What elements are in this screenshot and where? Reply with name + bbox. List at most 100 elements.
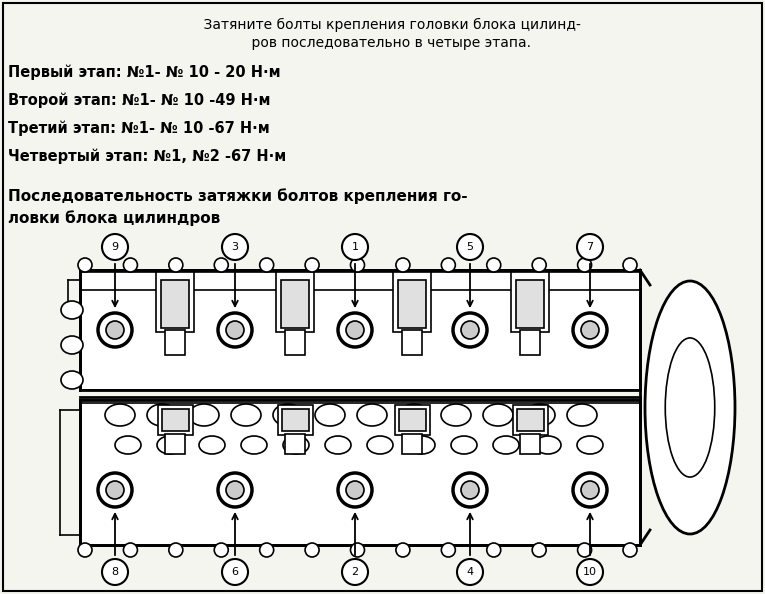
Bar <box>158 405 193 435</box>
Ellipse shape <box>147 404 177 426</box>
Circle shape <box>78 543 92 557</box>
Ellipse shape <box>357 404 387 426</box>
Circle shape <box>218 473 252 507</box>
Bar <box>278 405 313 435</box>
Circle shape <box>346 321 364 339</box>
Bar <box>276 272 314 332</box>
Circle shape <box>487 543 501 557</box>
Bar <box>511 272 549 332</box>
Bar <box>80 400 640 545</box>
Ellipse shape <box>315 404 345 426</box>
Circle shape <box>222 559 248 585</box>
Bar <box>165 434 185 454</box>
Bar <box>393 272 431 332</box>
Text: 9: 9 <box>112 242 119 252</box>
Ellipse shape <box>241 436 267 454</box>
Circle shape <box>169 543 183 557</box>
Circle shape <box>102 559 128 585</box>
Circle shape <box>457 559 483 585</box>
Bar <box>520 434 540 454</box>
Ellipse shape <box>115 436 141 454</box>
Circle shape <box>226 481 244 499</box>
Circle shape <box>123 543 138 557</box>
Circle shape <box>396 543 410 557</box>
Bar <box>162 409 189 431</box>
Text: ров последовательно в четыре этапа.: ров последовательно в четыре этапа. <box>235 36 532 50</box>
Text: 7: 7 <box>587 242 594 252</box>
Circle shape <box>578 258 591 272</box>
Text: 6: 6 <box>232 567 239 577</box>
Circle shape <box>338 313 372 347</box>
Text: Третий этап: №1- № 10 -67 Н·м: Третий этап: №1- № 10 -67 Н·м <box>8 121 270 137</box>
Circle shape <box>259 543 274 557</box>
Circle shape <box>338 473 372 507</box>
Ellipse shape <box>493 436 519 454</box>
Bar <box>520 330 540 355</box>
Ellipse shape <box>441 404 471 426</box>
Bar <box>395 405 430 435</box>
Ellipse shape <box>451 436 477 454</box>
Ellipse shape <box>666 338 715 477</box>
Circle shape <box>102 234 128 260</box>
Text: Четвертый этап: №1, №2 -67 Н·м: Четвертый этап: №1, №2 -67 Н·м <box>8 149 286 165</box>
Circle shape <box>169 258 183 272</box>
Circle shape <box>453 473 487 507</box>
Circle shape <box>573 313 607 347</box>
Ellipse shape <box>283 436 309 454</box>
Text: ловки блока цилиндров: ловки блока цилиндров <box>8 210 220 226</box>
Bar <box>165 330 185 355</box>
Ellipse shape <box>105 404 135 426</box>
Ellipse shape <box>61 301 83 319</box>
Circle shape <box>461 481 479 499</box>
Circle shape <box>222 234 248 260</box>
Circle shape <box>214 543 228 557</box>
Circle shape <box>457 234 483 260</box>
Bar <box>516 280 544 328</box>
Bar <box>285 434 305 454</box>
Ellipse shape <box>325 436 351 454</box>
Text: Второй этап: №1- № 10 -49 Н·м: Второй этап: №1- № 10 -49 Н·м <box>8 93 271 109</box>
Bar <box>517 409 544 431</box>
Bar <box>161 280 189 328</box>
Ellipse shape <box>157 436 183 454</box>
Circle shape <box>577 234 603 260</box>
Text: 10: 10 <box>583 567 597 577</box>
Circle shape <box>106 321 124 339</box>
Circle shape <box>396 258 410 272</box>
Circle shape <box>305 258 319 272</box>
Bar <box>399 409 426 431</box>
Ellipse shape <box>367 436 393 454</box>
Circle shape <box>350 543 364 557</box>
Circle shape <box>346 481 364 499</box>
Circle shape <box>578 543 591 557</box>
Ellipse shape <box>525 404 555 426</box>
Circle shape <box>259 258 274 272</box>
Bar <box>398 280 426 328</box>
Text: 4: 4 <box>467 567 474 577</box>
Bar <box>282 409 309 431</box>
Circle shape <box>581 321 599 339</box>
Ellipse shape <box>273 404 303 426</box>
Circle shape <box>581 481 599 499</box>
Circle shape <box>532 543 546 557</box>
Ellipse shape <box>399 404 429 426</box>
Circle shape <box>532 258 546 272</box>
Circle shape <box>218 313 252 347</box>
Text: 5: 5 <box>467 242 474 252</box>
Bar <box>285 330 305 355</box>
Text: Затяните болты крепления головки блока цилинд-: Затяните болты крепления головки блока ц… <box>186 18 581 32</box>
Bar <box>80 270 640 390</box>
Circle shape <box>573 473 607 507</box>
Text: 3: 3 <box>232 242 239 252</box>
Ellipse shape <box>535 436 561 454</box>
Bar <box>281 280 309 328</box>
Circle shape <box>106 481 124 499</box>
Text: Первый этап: №1- № 10 - 20 Н·м: Первый этап: №1- № 10 - 20 Н·м <box>8 65 281 81</box>
Ellipse shape <box>645 281 735 534</box>
Ellipse shape <box>409 436 435 454</box>
Circle shape <box>123 258 138 272</box>
Circle shape <box>577 559 603 585</box>
Circle shape <box>305 543 319 557</box>
Circle shape <box>78 258 92 272</box>
Circle shape <box>441 258 455 272</box>
